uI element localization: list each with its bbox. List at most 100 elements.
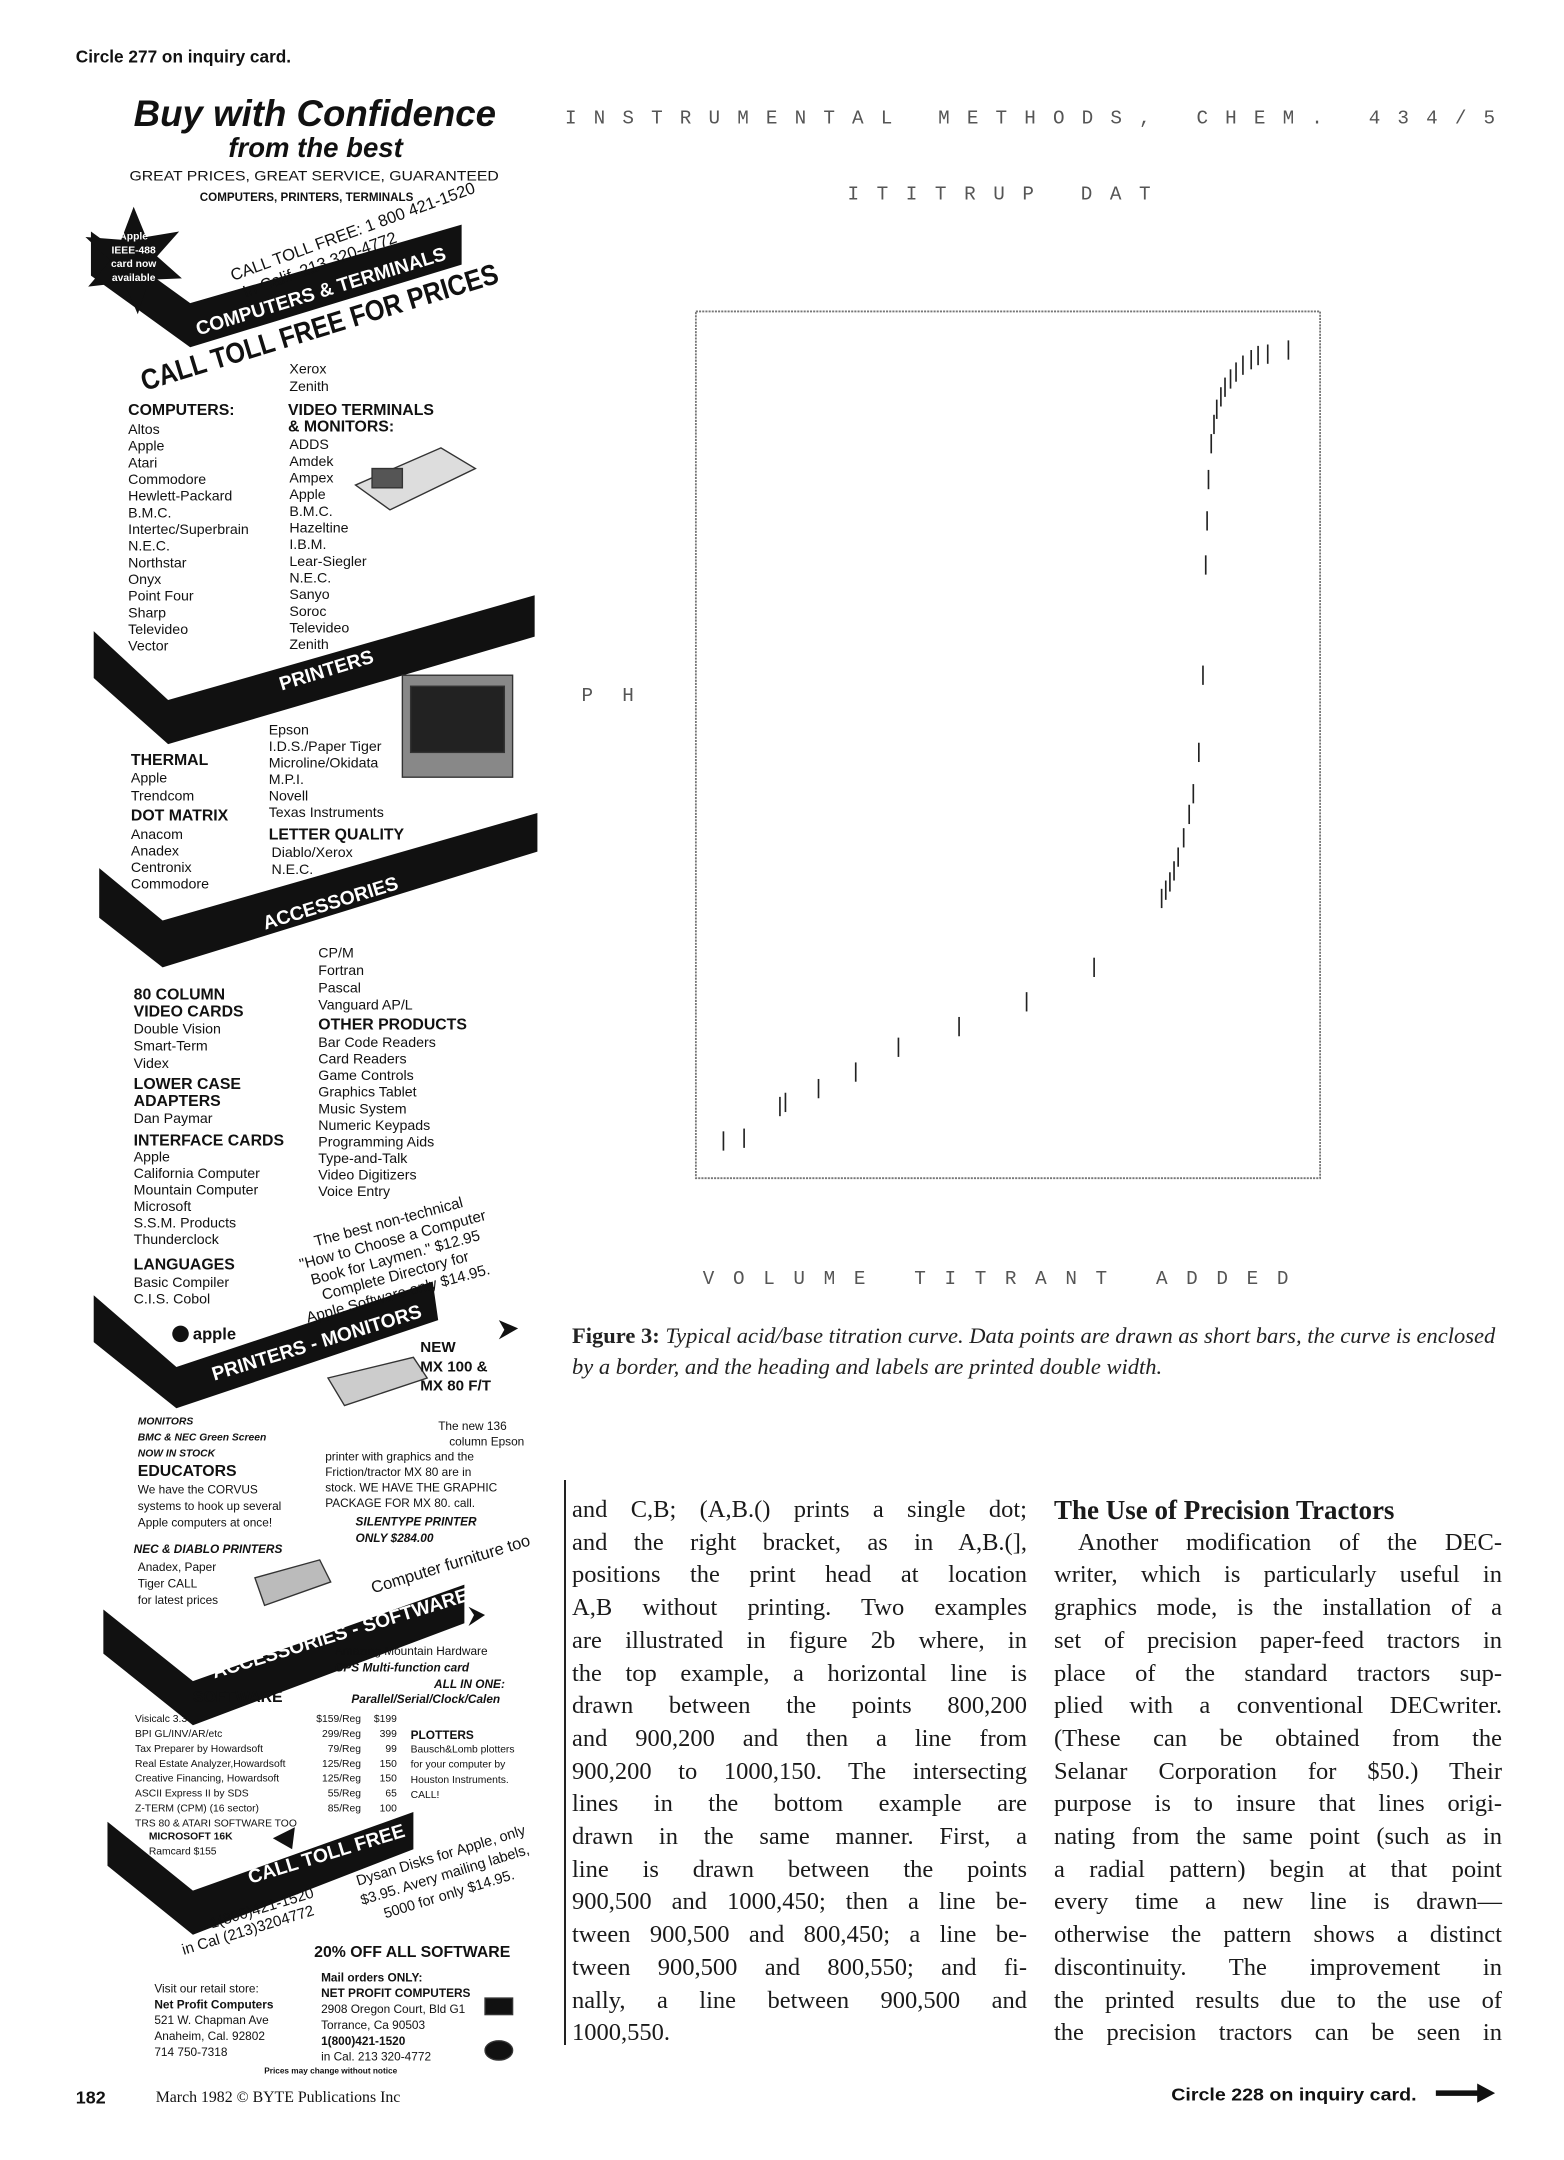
text: VOLUME TITRANT ADDED — [703, 1268, 1289, 1290]
list-item: Fortran — [318, 963, 364, 979]
software-price: 55/Reg — [328, 1789, 362, 1800]
list-item: Torrance, Ca 90503 — [321, 2018, 425, 2032]
list-item: Northstar — [128, 555, 187, 571]
list-heading: VIDEO CARDS — [134, 1004, 244, 1021]
text: Parallel/Serial/Clock/Calen — [351, 1692, 500, 1706]
list-item: Anacom — [131, 827, 183, 843]
list-item: Microsoft — [134, 1199, 192, 1215]
software-price: 85/Reg — [328, 1804, 362, 1815]
list-item: 521 W. Chapman Ave — [154, 2013, 269, 2027]
list-item: Ampex — [289, 470, 333, 486]
list-item: Houston Instruments. — [411, 1775, 509, 1786]
list-item: Videx — [134, 1056, 169, 1072]
software-price: 79/Reg — [328, 1744, 362, 1755]
section-heading: The Use of Precision Tractors — [1054, 1495, 1395, 1525]
text-line: lines in the bottom example are — [572, 1790, 1027, 1818]
text-line: plied with a conventional DECwriter. — [1054, 1692, 1502, 1720]
list-item: Point Four — [128, 589, 194, 605]
list-item: Mail orders ONLY: — [321, 1970, 422, 1984]
software-item: Visicalc 3.3 — [135, 1714, 187, 1725]
software-item: BPI GL/INV/AR/etc — [135, 1729, 222, 1740]
list-item: Centronix — [131, 860, 192, 876]
software-reg-price: 65 — [385, 1789, 397, 1800]
list-item: B.M.C. — [289, 504, 332, 520]
printer-sketch — [254, 1559, 332, 1607]
promo-line: NEW — [420, 1339, 456, 1356]
text: PH — [582, 685, 634, 707]
text: March 1982 © BYTE Publications Inc — [156, 2089, 401, 2106]
list-item: Anadex — [131, 844, 179, 860]
banner-shape — [107, 1812, 414, 1935]
terminal-sketch — [354, 447, 477, 511]
software-reg-price: 99 — [385, 1744, 397, 1755]
badge-text: IEEE-488 — [112, 245, 156, 256]
text: ALL IN ONE: — [433, 1677, 505, 1691]
list-item: Microline/Okidata — [269, 755, 379, 771]
list-item: Sharp — [128, 605, 166, 621]
article-column: The Use of Precision Tractors Another mo… — [1054, 1494, 1502, 2050]
list-item: C.I.S. Cobol — [134, 1291, 211, 1307]
list-item: Video Digitizers — [318, 1167, 416, 1183]
arrow — [468, 1606, 486, 1627]
text: SOFTWARE — [193, 1689, 283, 1706]
list-item: Commodore — [131, 877, 209, 893]
ad-banners — [85, 206, 538, 1935]
promo-line: MX 80 F/T — [420, 1378, 491, 1395]
text: Friction/tractor MX 80 are in — [325, 1465, 471, 1479]
list-item: N.E.C. — [271, 862, 313, 878]
text: PACKAGE FOR MX 80. call. — [325, 1496, 475, 1510]
list-item: for your computer by — [411, 1760, 507, 1771]
text-line: A,B without printing. Two examples — [572, 1594, 1027, 1622]
software-reg-price: 150 — [380, 1774, 397, 1785]
list-item: Card Readers — [318, 1052, 406, 1068]
list-item: Dan Paymar — [134, 1111, 213, 1127]
list-item: Televideo — [289, 621, 349, 637]
figure-border — [694, 310, 1321, 1180]
list-item: We have the CORVUS — [138, 1483, 258, 1497]
list-item: Onyx — [128, 572, 161, 588]
list-item: Programming Aids — [318, 1134, 434, 1150]
text-line: writer, which is particularly useful in — [1054, 1561, 1502, 1589]
text-line: (These can be obtained from the — [1054, 1724, 1502, 1752]
list-item: I.D.S./Paper Tiger — [269, 739, 382, 755]
software-item: Tax Preparer by Howardsoft — [135, 1744, 263, 1755]
list-item: Atari — [128, 455, 157, 471]
list-item: Apple — [128, 439, 164, 455]
list-item: Tiger CALL — [138, 1576, 198, 1590]
list-item: Trendcom — [131, 788, 194, 804]
text: Prices may change without notice — [264, 2067, 397, 2076]
list-item: S.S.M. Products — [134, 1216, 237, 1232]
text: column Epson — [449, 1434, 524, 1448]
list-item: Epson — [269, 722, 309, 738]
text: from the best — [228, 132, 404, 163]
list-heading: & MONITORS: — [288, 419, 394, 436]
text-line: 900,500 and 1000,450; then a line be- — [572, 1888, 1027, 1916]
printer-photo-inner — [409, 685, 506, 754]
text: 20% OFF ALL SOFTWARE — [314, 1944, 510, 1961]
banner-shape — [90, 224, 462, 348]
badge-text: available — [112, 273, 156, 284]
list-item: Net Profit Computers — [154, 1997, 274, 2011]
list-item: SILENTYPE PRINTER — [356, 1514, 478, 1528]
text: printer with graphics and the — [325, 1450, 474, 1464]
list-item: ONLY $284.00 — [356, 1531, 434, 1545]
list-heading: ADAPTERS — [134, 1093, 221, 1110]
text: stock. WE HAVE THE GRAPHIC — [325, 1481, 497, 1495]
text-line: tween 900,500 and 800,550; and fi- — [572, 1953, 1027, 1981]
column-rule — [564, 1480, 566, 2045]
text-line: the printed results due to the use of — [1054, 1986, 1502, 2014]
list-item: Soroc — [289, 604, 326, 620]
list-item: N.E.C. — [128, 539, 170, 555]
apple-icon — [172, 1325, 189, 1343]
list-item: N.E.C. — [289, 570, 331, 586]
banner-shape — [99, 813, 538, 968]
text: EDUCATORS — [138, 1463, 237, 1480]
list-item: 714 750-7318 — [154, 2045, 228, 2059]
text-line: 900,200 to 1000,150. The intersecting — [572, 1757, 1027, 1785]
list-item: BMC & NEC Green Screen — [138, 1432, 267, 1443]
text: Ramcard $155 — [149, 1847, 217, 1858]
software-reg-price: 399 — [380, 1729, 397, 1740]
text-line: Selanar Corporation for $50.) Their — [1054, 1757, 1502, 1785]
text: COMPUTERS: — [128, 402, 234, 419]
